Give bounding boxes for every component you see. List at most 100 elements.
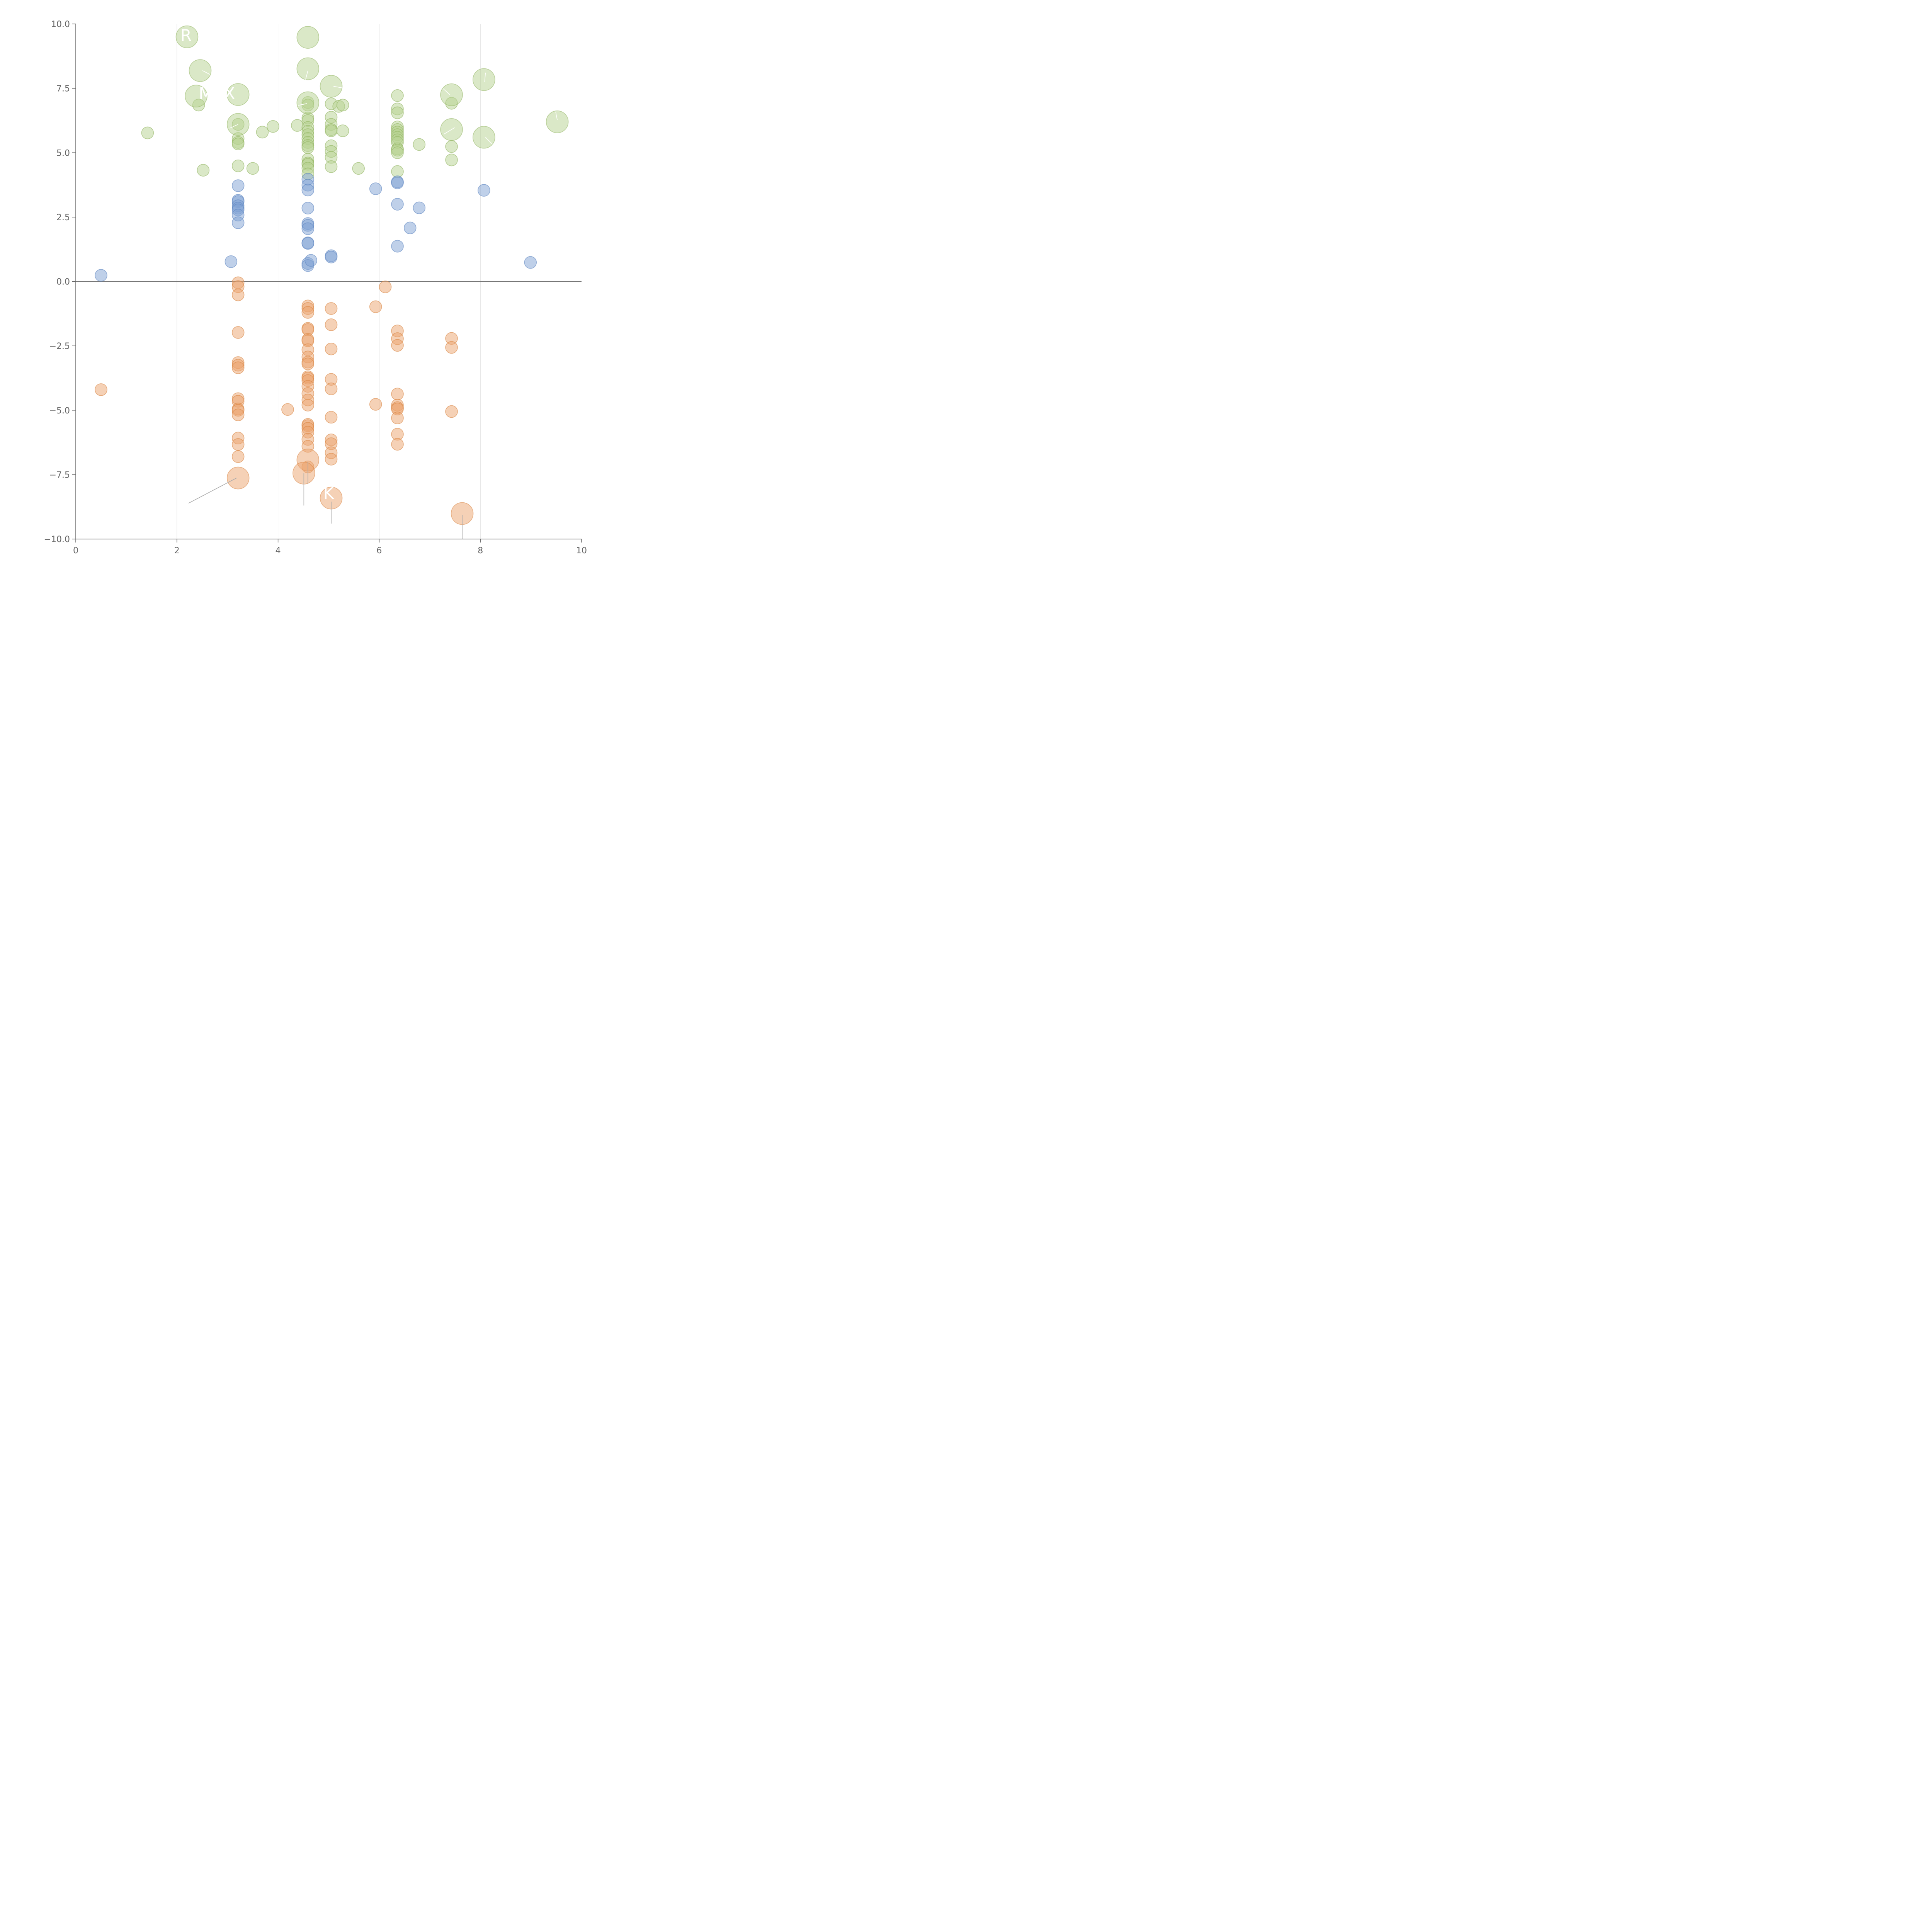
green-point xyxy=(336,124,349,137)
scatter-chart: R M X K −10.0 −7.5 −5.0 −2.5 0.0 2.5 5.0 7.5 10.0 0 2… xyxy=(44,20,587,556)
blue-point xyxy=(413,201,426,214)
blue-point xyxy=(403,221,417,235)
green-point xyxy=(445,153,458,167)
green-large-point xyxy=(175,26,199,48)
y-tick-label: −2.5 xyxy=(49,342,70,351)
x-tick-label: 4 xyxy=(276,546,281,556)
green-large-point xyxy=(320,75,343,98)
orange-point xyxy=(325,411,338,424)
green-point xyxy=(197,164,210,177)
label-leader-line xyxy=(443,88,451,95)
orange-point xyxy=(325,302,338,315)
blue-point xyxy=(224,255,238,268)
orange-point xyxy=(231,326,245,339)
green-point xyxy=(352,162,365,175)
bubble-label: X xyxy=(224,84,235,103)
orange-point xyxy=(325,342,338,355)
orange-point xyxy=(325,383,338,395)
green-point xyxy=(413,138,426,151)
blue-point xyxy=(524,256,537,269)
green-large-point xyxy=(440,83,463,106)
x-tick-label: 0 xyxy=(73,546,78,556)
orange-point xyxy=(391,438,404,451)
axes: −10.0 −7.5 −5.0 −2.5 0.0 2.5 5.0 7.5 10.0 0 2 4 6 8 10 xyxy=(44,20,587,556)
y-tick-label: 5.0 xyxy=(56,148,70,158)
blue-point xyxy=(304,254,317,267)
orange-point xyxy=(325,318,338,331)
x-tick-label: 8 xyxy=(478,546,483,556)
green-large-point xyxy=(189,59,212,82)
y-tick-label: 7.5 xyxy=(56,84,70,94)
blue-point xyxy=(231,216,245,229)
label-leader-lines xyxy=(188,70,558,539)
blue-point xyxy=(391,240,404,253)
orange-point xyxy=(231,288,245,301)
y-tick-label: 2.5 xyxy=(56,213,70,223)
green-large-point xyxy=(546,110,569,133)
orange-point xyxy=(391,412,404,425)
green-large-point xyxy=(296,91,320,114)
y-tick-label: 0.0 xyxy=(56,277,70,287)
orange-point xyxy=(391,339,404,352)
orange-point xyxy=(325,453,338,466)
x-tick-label: 2 xyxy=(174,546,180,556)
y-tick-label: −7.5 xyxy=(49,470,70,480)
blue-point xyxy=(391,176,404,189)
blue-point xyxy=(325,250,338,264)
label-leader-line xyxy=(229,124,238,129)
bubble-label: M xyxy=(199,84,213,103)
label-leader-line xyxy=(444,127,455,134)
bubble-label: R xyxy=(180,26,192,45)
green-large-point xyxy=(226,83,250,106)
green-point xyxy=(391,146,404,159)
y-tick-label: 10.0 xyxy=(51,20,70,29)
orange-point xyxy=(369,398,382,411)
orange-point xyxy=(95,383,107,396)
blue-point xyxy=(478,184,490,197)
orange-point xyxy=(391,388,404,401)
green-point xyxy=(325,124,338,137)
label-leader-line xyxy=(298,103,307,106)
green-large-point xyxy=(296,26,320,49)
blue-point xyxy=(95,269,107,282)
green-point xyxy=(336,99,349,112)
green-point xyxy=(256,126,269,139)
green-point xyxy=(141,126,154,139)
blue-point xyxy=(391,198,404,211)
blue-point xyxy=(369,182,382,195)
green-point xyxy=(231,138,245,150)
blue-point xyxy=(231,179,245,192)
orange-point xyxy=(231,361,245,374)
label-leader-line xyxy=(202,70,210,75)
orange-point xyxy=(231,438,245,451)
orange-point xyxy=(231,408,245,422)
label-leader-line xyxy=(333,86,342,88)
blue-point xyxy=(301,222,315,235)
orange-point xyxy=(445,405,458,418)
bubble-labels: R M X K xyxy=(180,26,335,503)
green-point xyxy=(391,106,404,119)
blue-point xyxy=(301,184,315,197)
y-tick-label: −10.0 xyxy=(44,535,70,544)
label-leader-line xyxy=(485,137,493,145)
green-point xyxy=(291,119,304,132)
green-point xyxy=(267,120,279,133)
green-point xyxy=(301,141,315,154)
blue-point xyxy=(301,237,315,250)
orange-point xyxy=(281,403,294,416)
green-point xyxy=(246,162,259,175)
orange-point xyxy=(301,306,315,319)
green-large-point xyxy=(473,126,495,149)
orange-point xyxy=(379,281,392,293)
orange-point xyxy=(301,399,315,412)
green-large-point xyxy=(185,85,207,107)
label-leader-line xyxy=(188,478,237,504)
bubble-label: K xyxy=(323,484,335,503)
green-large-point xyxy=(296,57,320,80)
green-point xyxy=(231,159,245,172)
x-tick-label: 6 xyxy=(376,546,382,556)
green-point xyxy=(325,160,338,173)
green-large-point xyxy=(473,68,495,91)
bubbles xyxy=(95,26,569,525)
orange-point xyxy=(445,341,458,354)
